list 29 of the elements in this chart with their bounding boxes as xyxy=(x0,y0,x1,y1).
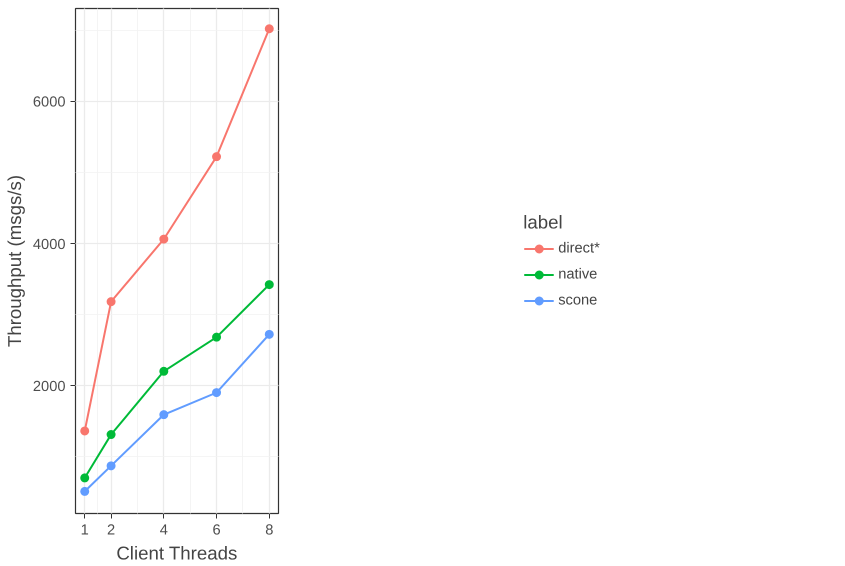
point xyxy=(212,332,222,342)
point xyxy=(106,461,116,470)
point xyxy=(80,473,90,482)
x-tick-label: 8 xyxy=(265,522,274,538)
legend-label: native xyxy=(558,266,598,282)
point xyxy=(264,330,274,339)
legend-title: label xyxy=(523,211,564,233)
point xyxy=(106,430,116,440)
legend-label: scone xyxy=(558,292,598,308)
x-tick-label: 4 xyxy=(160,522,168,538)
point xyxy=(159,366,168,376)
point xyxy=(264,24,274,34)
y-tick-label: 4000 xyxy=(32,236,66,253)
point xyxy=(106,297,116,306)
x-tick-label: 1 xyxy=(80,522,89,538)
y-tick-label: 2000 xyxy=(32,379,66,396)
point xyxy=(159,410,168,420)
point xyxy=(159,234,168,244)
x-tick-label: 6 xyxy=(212,522,221,538)
point xyxy=(264,280,274,290)
point xyxy=(80,426,90,436)
point xyxy=(212,388,222,398)
point xyxy=(80,486,90,496)
point xyxy=(212,152,222,162)
x-tick-label: 2 xyxy=(107,522,116,538)
y-axis-title: Throughput (msgs/s) xyxy=(4,174,25,348)
y-tick-label: 6000 xyxy=(32,94,66,111)
x-axis-title: Client Threads xyxy=(116,542,238,564)
legend-label: direct* xyxy=(558,240,600,256)
